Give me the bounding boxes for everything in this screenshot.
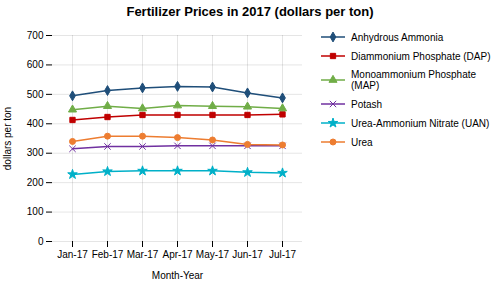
svg-text:Jun-17: Jun-17 bbox=[232, 249, 263, 260]
html-text:Anhydrous Ammonia: Anhydrous Ammonia bbox=[351, 31, 444, 43]
svg-text:400: 400 bbox=[27, 118, 44, 129]
svg-text:100: 100 bbox=[27, 206, 44, 217]
html-text:Urea: Urea bbox=[351, 136, 373, 148]
svg-text:Mar-17: Mar-17 bbox=[127, 249, 159, 260]
svg-text:May-17: May-17 bbox=[196, 249, 230, 260]
svg-text:300: 300 bbox=[27, 147, 44, 158]
svg-text:dollars per ton: dollars per ton bbox=[2, 107, 13, 170]
html-text:Urea-Ammonium Nitrate (UAN): Urea-Ammonium Nitrate (UAN) bbox=[351, 117, 490, 129]
svg-text:500: 500 bbox=[27, 89, 44, 100]
html-text:Monoammonium Phosphate (MAP): Monoammonium Phosphate (MAP) bbox=[351, 69, 477, 91]
svg-text:600: 600 bbox=[27, 59, 44, 70]
svg-text:200: 200 bbox=[27, 177, 44, 188]
html-text:Diammonium Phosphate (DAP): Diammonium Phosphate (DAP) bbox=[351, 50, 491, 62]
svg-text:Feb-17: Feb-17 bbox=[92, 249, 124, 260]
svg-text:Apr-17: Apr-17 bbox=[162, 249, 192, 260]
svg-text:700: 700 bbox=[27, 30, 44, 41]
html-text:Fertilizer Prices in 2017 (dol: Fertilizer Prices in 2017 (dollars per t… bbox=[126, 4, 374, 19]
html-text:Potash: Potash bbox=[351, 98, 383, 110]
svg-text:0: 0 bbox=[38, 236, 44, 247]
svg-text:Jan-17: Jan-17 bbox=[57, 249, 88, 260]
svg-text:Month-Year: Month-Year bbox=[152, 270, 204, 281]
svg-text:Jul-17: Jul-17 bbox=[269, 249, 297, 260]
